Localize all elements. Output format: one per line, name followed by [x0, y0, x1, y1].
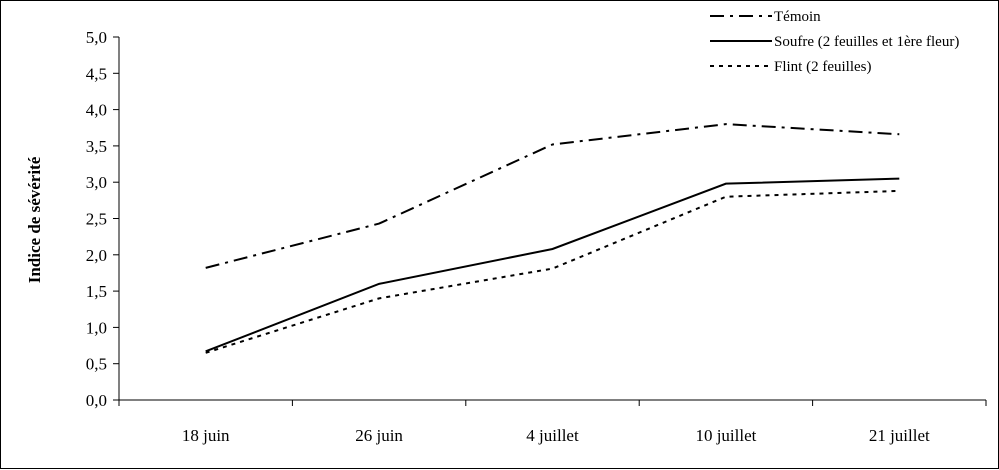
legend-label-1: Témoin: [774, 9, 821, 25]
y-tick-label: 3,5: [86, 137, 107, 156]
x-axis: 18 juin 26 juin 4 juillet 10 juillet 21 juil…: [118, 399, 987, 445]
legend-label-2: Soufre (2 feuilles et 1ère fleur): [774, 34, 959, 50]
series-line-2: [205, 177, 900, 353]
legend-label-3: Flint (2 feuilles): [774, 59, 872, 75]
x-tick-label: 21 juillet: [869, 426, 930, 445]
x-tick-label: 10 juillet: [695, 426, 756, 445]
y-axis: 0,0 0,5 1,0 1,5 2,0 2,5 3,0 3,5 4,0 4,5 5,0: [86, 28, 120, 410]
y-tick-label: 2,5: [86, 210, 107, 229]
y-tick-label: 5,0: [86, 28, 107, 47]
y-tick-label: 3,0: [86, 173, 107, 192]
y-tick-label: 0,5: [86, 355, 107, 374]
series-line-3: [205, 189, 900, 354]
series-lines: [205, 123, 900, 354]
x-tick-label: 26 juin: [355, 426, 403, 445]
y-tick-label: 4,5: [86, 64, 107, 83]
legend: Témoin Soufre (2 feuilles et 1ère fleur) F…: [710, 9, 959, 75]
y-tick-label: 4,0: [86, 101, 107, 120]
series-line-1: [205, 123, 900, 269]
y-tick-label: 1,0: [86, 318, 107, 337]
x-tick-label: 18 juin: [182, 426, 230, 445]
x-tick-label: 4 juillet: [526, 426, 579, 445]
y-tick-label: 1,5: [86, 282, 107, 301]
y-tick-label: 2,0: [86, 246, 107, 265]
y-axis-title: Indice de sévérité: [25, 156, 44, 283]
y-tick-label: 0,0: [86, 391, 107, 410]
